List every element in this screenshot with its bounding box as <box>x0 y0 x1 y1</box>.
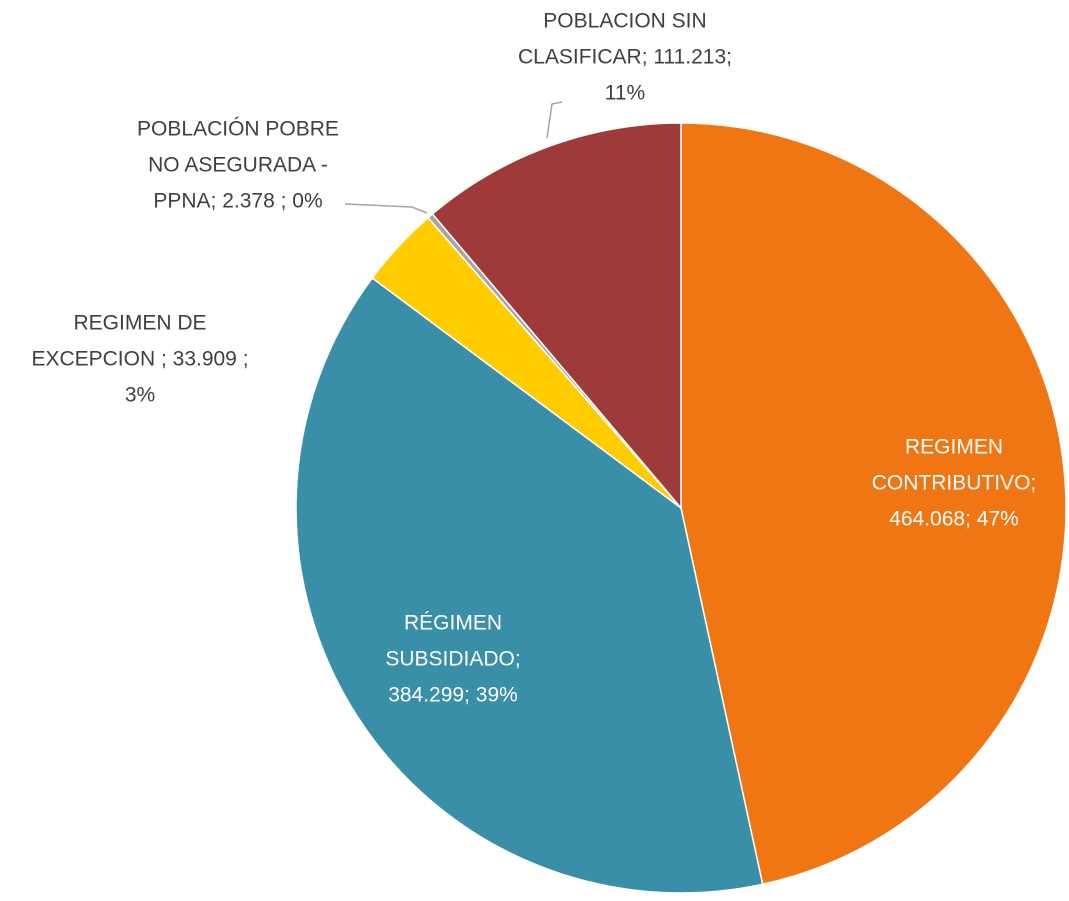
data-label: REGIMEN DE <box>73 312 206 335</box>
data-label: 464.068; 47% <box>889 508 1019 531</box>
data-label: REGIMEN <box>905 436 1003 459</box>
data-label: CONTRIBUTIVO; <box>872 472 1037 495</box>
data-label: 11% <box>605 82 645 105</box>
data-label: SUBSIDIADO; <box>385 648 520 671</box>
pie-slice <box>295 276 764 894</box>
leader-line <box>546 101 563 139</box>
pie-slice <box>680 122 1067 886</box>
data-label: POBLACIÓN POBRE <box>137 118 339 141</box>
data-label: EXCEPCION ; 33.909 ; <box>31 348 248 371</box>
data-label: RÉGIMEN <box>404 612 502 635</box>
leader-line <box>344 203 428 214</box>
data-label: PPNA; 2.378 ; 0% <box>153 190 322 213</box>
data-label: CLASIFICAR; 111.213; <box>518 46 732 69</box>
data-label: 3% <box>125 384 155 407</box>
data-label: 384.299; 39% <box>388 684 518 707</box>
data-label: POBLACION SIN <box>543 10 706 33</box>
data-label: NO ASEGURADA - <box>148 154 328 177</box>
pie-slice <box>431 122 682 511</box>
